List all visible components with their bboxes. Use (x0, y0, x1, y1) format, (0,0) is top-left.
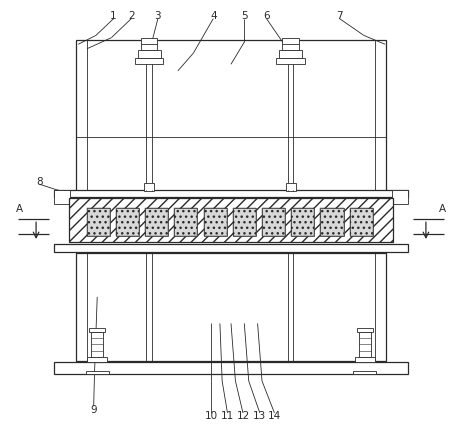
Text: 9: 9 (91, 405, 97, 415)
Bar (69, 198, 393, 242)
Text: 10: 10 (205, 412, 218, 421)
Bar (321, 208, 344, 236)
Bar (138, 50, 161, 58)
Bar (350, 208, 373, 236)
Bar (145, 208, 168, 236)
Bar (174, 208, 197, 236)
Bar (174, 208, 197, 236)
Text: 13: 13 (253, 412, 267, 421)
Bar (54, 362, 408, 374)
Bar (282, 38, 299, 50)
Bar (204, 208, 226, 236)
Text: 5: 5 (241, 11, 248, 20)
Text: 11: 11 (221, 412, 234, 421)
Bar (145, 208, 168, 236)
Bar (233, 208, 256, 236)
Text: 14: 14 (268, 412, 281, 421)
Bar (286, 183, 296, 191)
Text: 2: 2 (128, 11, 134, 20)
Bar (116, 208, 139, 236)
Text: 8: 8 (36, 177, 43, 187)
Bar (54, 190, 408, 197)
Text: A: A (16, 204, 23, 214)
Bar (291, 208, 314, 236)
Bar (116, 208, 139, 236)
Bar (262, 208, 285, 236)
Bar (262, 208, 285, 236)
Text: 7: 7 (336, 11, 343, 20)
Bar (392, 190, 408, 204)
Bar (204, 208, 226, 236)
Bar (350, 208, 373, 236)
Text: 6: 6 (263, 11, 270, 20)
Bar (355, 357, 375, 362)
Bar (86, 208, 109, 236)
Bar (87, 357, 107, 362)
Bar (86, 208, 109, 236)
Text: 3: 3 (155, 11, 161, 20)
Bar (291, 208, 314, 236)
Bar (321, 208, 344, 236)
Bar (276, 58, 305, 64)
Bar (140, 38, 158, 50)
Bar (134, 58, 164, 64)
Text: 12: 12 (237, 412, 249, 421)
Bar (353, 371, 377, 374)
Bar (144, 183, 154, 191)
Bar (89, 328, 105, 332)
Bar (76, 253, 386, 361)
Text: A: A (439, 204, 446, 214)
Bar (91, 332, 103, 357)
Text: 1: 1 (110, 11, 117, 20)
Bar (359, 332, 371, 357)
Bar (357, 328, 373, 332)
Text: 4: 4 (210, 11, 217, 20)
Bar (280, 50, 302, 58)
Bar (85, 371, 109, 374)
Bar (76, 40, 386, 230)
Bar (54, 244, 408, 252)
Bar (233, 208, 256, 236)
Bar (69, 198, 393, 242)
Bar (54, 190, 70, 204)
